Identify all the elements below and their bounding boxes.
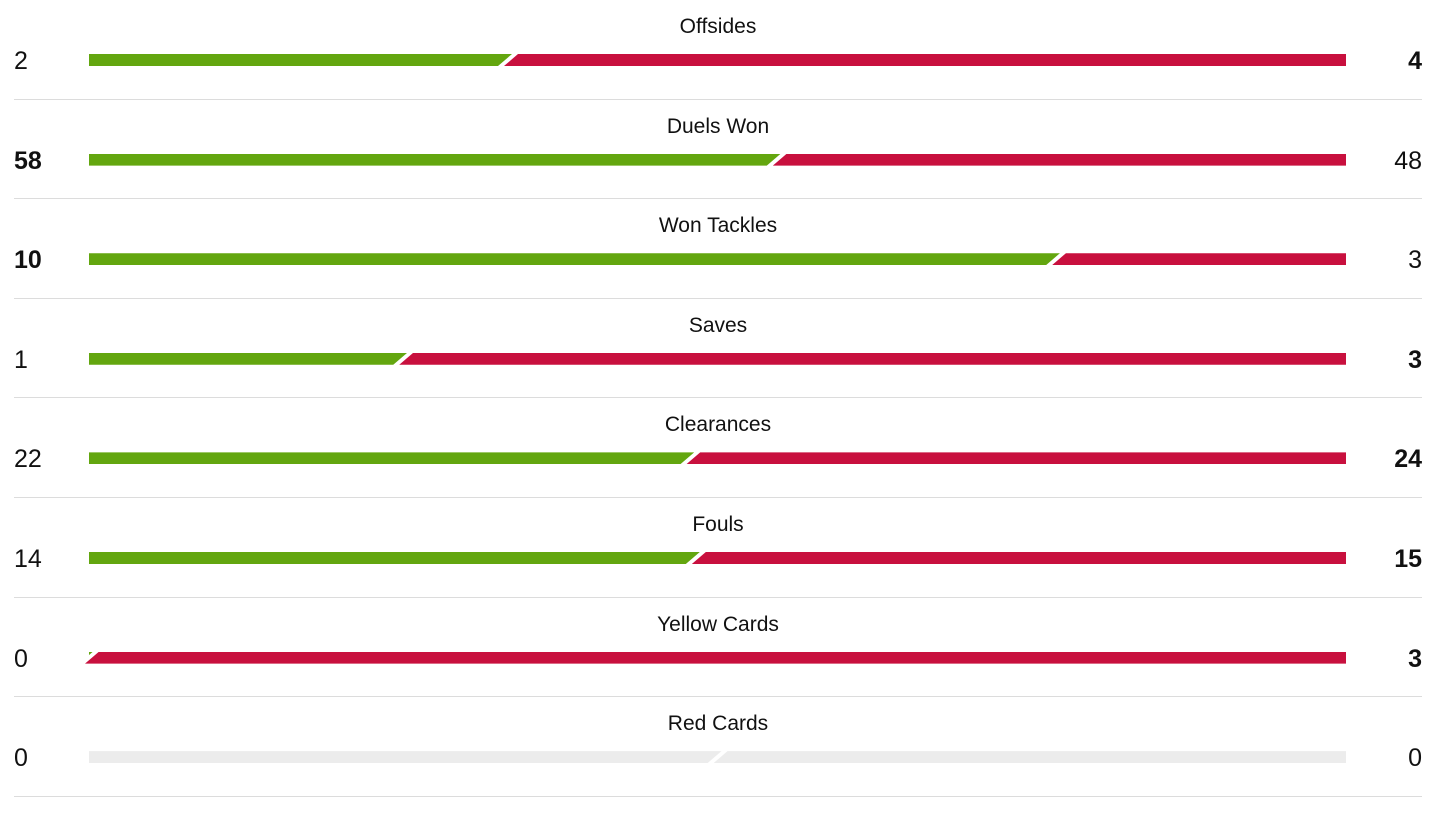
stat-row: Red Cards 0 0 bbox=[14, 697, 1422, 797]
home-value: 0 bbox=[14, 644, 28, 673]
stat-label: Yellow Cards bbox=[657, 612, 779, 636]
home-bar bbox=[89, 54, 512, 66]
stat-row: Clearances 22 24 bbox=[14, 398, 1422, 498]
away-bar bbox=[1051, 253, 1346, 266]
comparison-bar bbox=[89, 153, 1346, 166]
comparison-bar bbox=[85, 651, 1346, 664]
home-value: 2 bbox=[14, 47, 28, 75]
away-value: 3 bbox=[1408, 246, 1422, 275]
away-value: 4 bbox=[1408, 47, 1422, 75]
stat-label: Clearances bbox=[664, 413, 772, 437]
stat-row: Duels Won 58 48 bbox=[14, 100, 1422, 200]
stat-label: Red Cards bbox=[667, 712, 769, 736]
away-value: 15 bbox=[1394, 544, 1422, 573]
home-bar bbox=[89, 353, 407, 365]
comparison-bar bbox=[89, 551, 1346, 564]
stat-label: Won Tackles bbox=[658, 214, 778, 238]
home-value: 14 bbox=[14, 544, 42, 573]
home-value: 22 bbox=[14, 445, 42, 474]
home-value: 10 bbox=[14, 246, 42, 275]
stat-label: Offsides bbox=[679, 15, 757, 38]
home-value: 58 bbox=[14, 146, 42, 175]
home-bar bbox=[89, 751, 722, 763]
away-bar bbox=[85, 651, 1346, 664]
home-bar bbox=[89, 154, 781, 166]
home-value: 0 bbox=[14, 744, 28, 773]
comparison-bar bbox=[89, 253, 1346, 266]
away-bar bbox=[691, 551, 1346, 564]
match-stats-list: Offsides 2 4 Duels Won 58 48 Won Tackles 10 3 Sav… bbox=[14, 0, 1422, 797]
away-value: 48 bbox=[1394, 146, 1422, 175]
away-value: 3 bbox=[1408, 644, 1422, 673]
away-bar bbox=[504, 54, 1346, 66]
stat-label: Fouls bbox=[692, 512, 744, 536]
stat-row: Won Tackles 10 3 bbox=[14, 199, 1422, 299]
comparison-bar bbox=[89, 352, 1346, 365]
away-bar bbox=[399, 352, 1346, 365]
home-bar bbox=[89, 552, 700, 564]
stat-row: Offsides 2 4 bbox=[14, 0, 1422, 100]
comparison-bar bbox=[89, 751, 1346, 764]
comparison-bar bbox=[89, 54, 1346, 66]
away-bar bbox=[713, 751, 1346, 764]
stat-row: Fouls 14 15 bbox=[14, 498, 1422, 598]
away-bar bbox=[772, 153, 1346, 166]
away-value: 0 bbox=[1408, 744, 1422, 773]
stat-row: Yellow Cards 0 3 bbox=[14, 598, 1422, 698]
home-bar bbox=[89, 253, 1060, 265]
away-value: 3 bbox=[1408, 345, 1422, 374]
stat-row: Saves 1 3 bbox=[14, 299, 1422, 399]
comparison-bar bbox=[89, 452, 1346, 465]
away-bar bbox=[686, 452, 1346, 465]
home-value: 1 bbox=[14, 345, 28, 374]
away-value: 24 bbox=[1394, 445, 1422, 474]
stat-label: Saves bbox=[688, 313, 748, 337]
home-bar bbox=[89, 452, 694, 464]
stat-label: Duels Won bbox=[666, 114, 770, 138]
